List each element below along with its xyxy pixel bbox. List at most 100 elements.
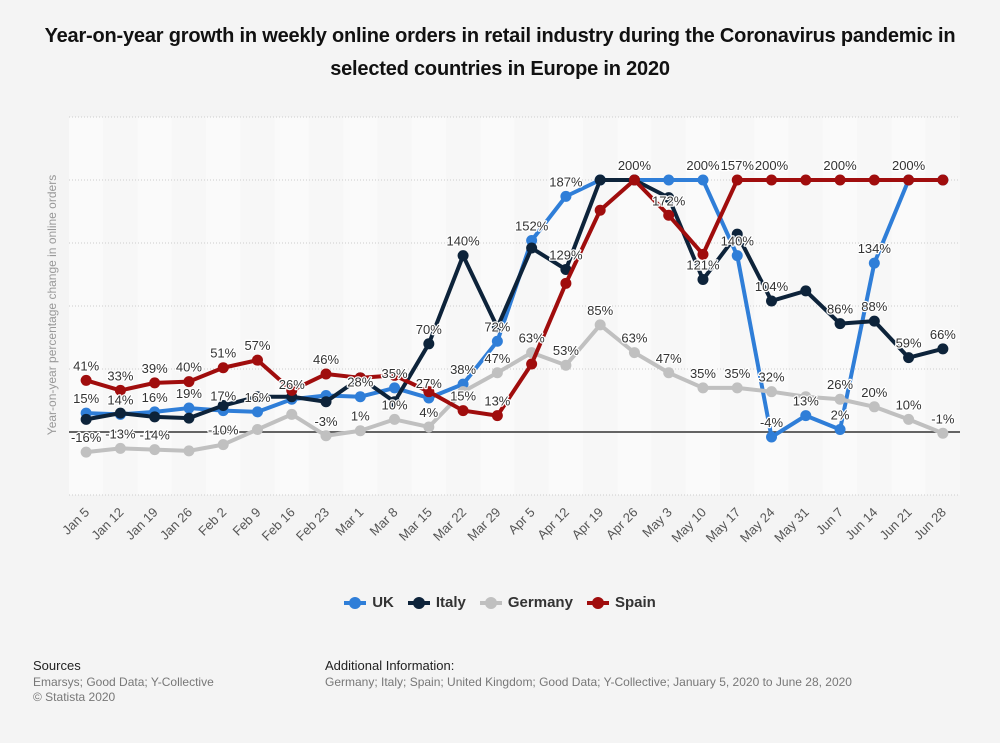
italy-point (320, 396, 332, 408)
spain-point (80, 374, 92, 386)
italy-point (457, 250, 469, 262)
spain-point (320, 368, 332, 380)
germany-point (937, 427, 949, 439)
data-label: 20% (861, 385, 887, 400)
uk-point (183, 402, 195, 414)
data-label: 2% (831, 407, 850, 422)
legend-item-uk[interactable]: UK (344, 594, 394, 611)
series-spain (80, 174, 949, 422)
uk-point (251, 406, 263, 418)
data-label: 38% (450, 362, 476, 377)
spain-point (251, 354, 263, 366)
data-label: 200% (686, 158, 720, 173)
italy-point (389, 396, 401, 408)
x-tick-label: Mar 15 (396, 505, 435, 544)
data-label: 66% (930, 327, 956, 342)
data-label: 172% (652, 193, 686, 208)
spain-point (149, 377, 161, 389)
x-tick-label: Mar 29 (464, 505, 503, 544)
data-label: 39% (142, 361, 168, 376)
data-label: 10% (382, 397, 408, 412)
spain-point (868, 174, 880, 186)
legend: UK Italy Germany Spain (0, 594, 1000, 611)
legend-label: Italy (435, 594, 466, 611)
data-label: 27% (416, 376, 442, 391)
data-label: 129% (549, 247, 583, 262)
additional-info-block: Additional Information: Germany; Italy; … (325, 658, 852, 690)
italy-point (560, 263, 572, 275)
germany-point (320, 430, 332, 442)
data-label: 41% (73, 358, 99, 373)
legend-label: Spain (614, 594, 656, 611)
italy-point (834, 318, 846, 330)
spain-point (286, 384, 298, 396)
spain-point (834, 174, 846, 186)
germany-point (697, 382, 709, 394)
x-tick-label: Apr 26 (603, 505, 641, 543)
spain-point (423, 386, 435, 398)
data-label: 53% (553, 343, 579, 358)
spain-point (800, 174, 812, 186)
italy-point (697, 274, 709, 286)
data-label: 200% (755, 158, 789, 173)
italy-line (85, 178, 944, 422)
germany-point (663, 367, 675, 379)
data-label: -13% (105, 426, 136, 441)
x-tick-label: Mar 1 (332, 505, 366, 539)
italy-point (80, 413, 92, 425)
gridlines (69, 116, 960, 496)
data-label: -4% (760, 415, 784, 430)
uk-point (868, 257, 880, 269)
uk-point (491, 335, 503, 347)
x-tick-label: May 24 (737, 505, 778, 546)
spain-point (354, 372, 366, 384)
y-axis-title: Year-on-year percentage change in online… (45, 175, 59, 435)
germany-point (354, 425, 366, 437)
germany-point (286, 408, 298, 420)
data-label: 28% (347, 375, 373, 390)
data-label: 15% (73, 391, 99, 406)
italy-point (149, 411, 161, 423)
italy-point (937, 343, 949, 355)
x-tick-label: Feb 16 (259, 505, 298, 544)
data-label: 46% (313, 352, 339, 367)
data-label: 4% (419, 405, 438, 420)
spain-point (560, 277, 572, 289)
data-label: 17% (210, 389, 236, 404)
column-band (240, 117, 275, 495)
legend-item-italy[interactable]: Italy (407, 594, 466, 611)
column-band (891, 117, 926, 495)
italy-point (491, 321, 503, 333)
uk-point (457, 378, 469, 390)
data-label: 88% (861, 299, 887, 314)
data-label: 33% (107, 368, 133, 383)
column-band (720, 117, 755, 495)
uk-point (560, 190, 572, 202)
italy-point (663, 192, 675, 204)
data-label: 157% (721, 158, 755, 173)
sources-block: Sources Emarsys; Good Data; Y-Collective… (33, 658, 214, 705)
data-label: 86% (827, 302, 853, 317)
spain-point (183, 376, 195, 388)
legend-item-spain[interactable]: Spain (586, 594, 656, 611)
data-label: 16% (244, 390, 270, 405)
germany-line (85, 322, 944, 455)
data-label: 121% (686, 258, 720, 273)
spain-point (628, 174, 640, 186)
germany-point (594, 319, 606, 331)
data-label: -14% (139, 428, 170, 443)
uk-point (834, 423, 846, 435)
italy-point (868, 315, 880, 327)
germany-point (114, 442, 126, 454)
uk-point (389, 382, 401, 394)
data-label: 200% (618, 158, 652, 173)
data-label: 72% (484, 319, 510, 334)
data-label: 140% (721, 234, 755, 249)
italy-line-marker-icon (407, 596, 430, 610)
spain-point (217, 362, 229, 374)
legend-item-germany[interactable]: Germany (479, 594, 573, 611)
germany-point (149, 444, 161, 456)
data-label: 51% (210, 346, 236, 361)
data-label: 40% (176, 360, 202, 375)
data-label: -3% (314, 414, 338, 429)
